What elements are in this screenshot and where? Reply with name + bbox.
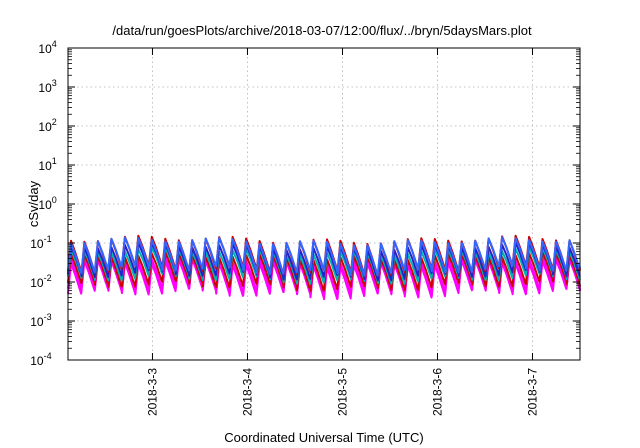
x-axis-label: Coordinated Universal Time (UTC) (224, 430, 423, 445)
x-tick-labels: 2018-3-3 2018-3-4 2018-3-5 2018-3-6 2018-3-7 (145, 368, 539, 416)
y-tick-label-exponent: 3 (52, 78, 57, 88)
y-tick-label-base: 10 (30, 237, 44, 251)
series-line-4 (67, 246, 581, 285)
y-tick-label: 103 (38, 78, 56, 95)
y-tick-label-base: 10 (38, 42, 52, 56)
y-tick-label-exponent: 4 (52, 39, 57, 49)
y-tick-label-base: 10 (38, 159, 52, 173)
x-tick-label: 2018-3-7 (525, 368, 539, 416)
y-tick-label-exponent: -2 (44, 273, 52, 283)
y-tick-label-exponent: 0 (52, 195, 57, 205)
y-tick-label: 10-1 (30, 234, 51, 251)
y-tick-label-exponent: 1 (52, 156, 57, 166)
tick-layer (68, 47, 580, 361)
y-tick-label: 10-3 (30, 312, 51, 329)
series-line-3 (67, 251, 581, 292)
y-tick-label: 101 (38, 156, 56, 173)
y-tick-label: 104 (38, 39, 56, 56)
y-tick-label: 10-2 (30, 273, 51, 290)
y-tick-label: 10-4 (30, 351, 51, 368)
y-tick-label-exponent: 2 (52, 117, 57, 127)
y-tick-label-exponent: -3 (44, 312, 52, 322)
series-line-7 (67, 236, 581, 277)
y-tick-label-exponent: -1 (44, 234, 52, 244)
y-tick-label: 100 (38, 195, 56, 212)
y-tick-label-base: 10 (38, 81, 52, 95)
x-tick-label: 2018-3-5 (335, 368, 349, 416)
y-tick-label-exponent: -4 (44, 351, 52, 361)
x-tick-label: 2018-3-6 (430, 368, 444, 416)
y-tick-label-base: 10 (30, 276, 44, 290)
y-tick-label: 102 (38, 117, 56, 134)
y-tick-label-base: 10 (30, 315, 44, 329)
y-tick-label-base: 10 (38, 120, 52, 134)
x-tick-label: 2018-3-3 (145, 368, 159, 416)
series-layer (67, 234, 581, 301)
y-tick-label-base: 10 (38, 198, 52, 212)
y-axis-label: cSv/day (26, 180, 41, 227)
x-tick-label: 2018-3-4 (240, 368, 254, 416)
y-tick-label-base: 10 (30, 354, 44, 368)
chart-title: /data/run/goesPlots/archive/2018-03-07/1… (112, 23, 532, 38)
grid-layer (68, 48, 580, 360)
